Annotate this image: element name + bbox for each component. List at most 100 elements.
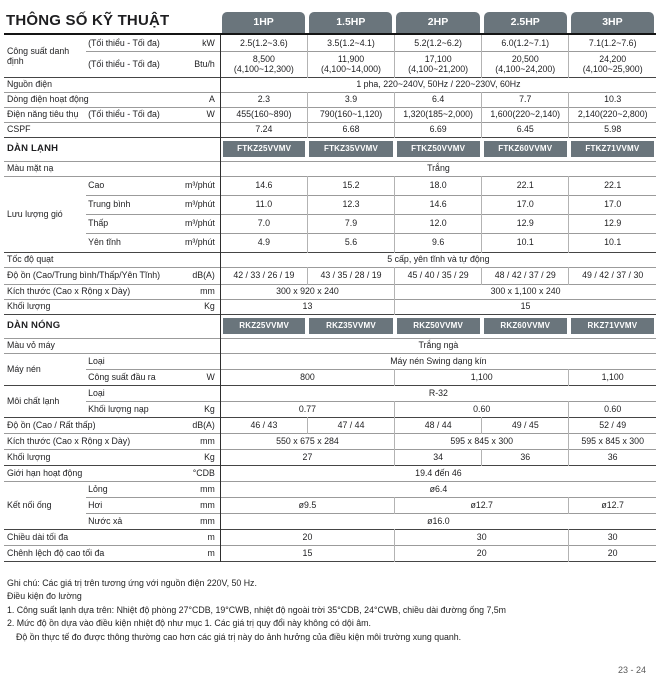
spec-value: Trắng <box>219 161 656 176</box>
model-cell: FTKZ60VVMV <box>482 137 569 161</box>
row-label: dB(A) <box>192 270 215 281</box>
row-label: CSPF <box>7 124 31 135</box>
spec-row: Kích thước (Cao x Rộng x Dày) mm 550 x 675… <box>4 433 656 449</box>
row-label: Màu mặt nạ <box>7 163 54 174</box>
model-cell: FTKZ25VVMV <box>219 137 308 161</box>
hp-tab: 1.5HP <box>309 12 393 33</box>
row-label: m³/phút <box>185 237 215 248</box>
spec-value: 36 <box>481 449 569 465</box>
row-label: Nước xả <box>88 515 123 526</box>
spec-value: 20 <box>394 545 569 561</box>
spec-row: Khối lượng nạp Kg 0.77 0.60 0.60 <box>4 401 656 417</box>
spec-value: 7.7 <box>481 92 569 107</box>
spec-value: 10.3 <box>568 92 656 107</box>
spec-value: 800 <box>219 369 395 385</box>
spec-value: 49 / 42 / 37 / 30 <box>568 267 656 284</box>
row-label: kW <box>202 37 215 48</box>
spec-value: ø16.0 <box>219 513 656 529</box>
spec-value: 47 / 44 <box>306 417 395 433</box>
spec-value: 11,900 (4,100~14,000) <box>306 51 395 77</box>
spec-row: Yên tĩnh m³/phút 4.9 5.6 9.6 10.1 10.1 <box>4 233 656 252</box>
spec-value: 20,500 (4,100~24,200) <box>481 51 569 77</box>
spec-value: 52 / 49 <box>568 417 656 433</box>
row-label: Độ ồn (Cao / Rất thấp) <box>7 419 96 430</box>
row-label: Chiều dài tối đa <box>7 531 69 542</box>
spec-value: 1,100 <box>394 369 569 385</box>
spec-value: 0.77 <box>219 401 395 417</box>
model-tab: FTKZ50VVMV <box>396 141 480 157</box>
row-label: (Tối thiểu - Tối đa) <box>88 37 160 48</box>
spec-value: 10.1 <box>568 233 656 252</box>
model-tab: FTKZ25VVMV <box>222 141 306 157</box>
spec-value: 1,320(185~2,000) <box>394 107 482 122</box>
spec-value: 5 cấp, yên tĩnh và tự động <box>219 252 656 267</box>
spec-row: Khối lượng Kg 27 34 36 36 <box>4 449 656 465</box>
spec-value: 10.1 <box>481 233 569 252</box>
spec-value: 27 <box>219 449 395 465</box>
spec-value: 5.98 <box>568 122 656 137</box>
spec-row: Công suất danh định (Tối thiểu - Tối đa) k… <box>4 35 656 66</box>
spec-value: 3.9 <box>306 92 395 107</box>
note-line: Điều kiện đo lường <box>7 591 82 602</box>
row-label: Nguồn điện <box>7 79 52 90</box>
row-label: Loại <box>88 355 105 366</box>
spec-value: 12.0 <box>394 214 482 233</box>
spec-row: Tốc độ quạt 5 cấp, yên tĩnh và tự động <box>4 252 656 267</box>
model-row: DÀN LẠNH FTKZ25VVMV FTKZ35VVMV FTKZ50VVMV FT… <box>4 137 656 161</box>
row-label: Btu/h <box>194 58 215 69</box>
spec-value: R-32 <box>219 385 656 401</box>
spec-row: Hơi mm ø9.5 ø12.7 ø12.7 <box>4 497 656 513</box>
spec-row: Giới hạn hoạt động °CDB 19.4 đến 46 <box>4 465 656 481</box>
hp-tab: 2HP <box>396 12 480 33</box>
row-label: Chênh lệch độ cao tối đa <box>7 547 105 558</box>
row-label: m³/phút <box>185 218 215 229</box>
spec-value: 7.24 <box>219 122 308 137</box>
model-cell: RKZ71VVMV <box>569 314 656 338</box>
spec-value: Máy nén Swing dạng kín <box>219 353 656 369</box>
spec-value: ø12.7 <box>568 497 656 513</box>
spec-value: 19.4 đến 46 <box>219 465 656 481</box>
row-label: mm <box>200 515 215 526</box>
row-label: W <box>206 371 215 382</box>
spec-value: 790(160~1,120) <box>306 107 395 122</box>
spec-value: 595 x 845 x 300 <box>394 433 569 449</box>
spec-value: 6.68 <box>306 122 395 137</box>
section-label: DÀN NÓNG <box>7 319 61 331</box>
row-label: Khối lượng <box>7 451 51 462</box>
spec-row: Màu mặt nạ Trắng <box>4 161 656 176</box>
note-line: Ghi chú: Các giá trị trên tương ứng với … <box>7 577 257 588</box>
spec-row: Lưu lượng gió Cao m³/phút 14.6 15.2 18.0 22.1 2… <box>4 176 656 219</box>
row-label: Thấp <box>88 218 109 229</box>
footnotes: Ghi chú: Các giá trị trên tương ứng với … <box>4 577 656 645</box>
spec-value: 17,100 (4,100~21,200) <box>394 51 482 77</box>
row-label: Công suất đầu ra <box>88 371 156 382</box>
model-tab: RKZ71VVMV <box>570 318 654 334</box>
row-label: (Tối thiểu - Tối đa) <box>88 109 160 120</box>
spec-value: 550 x 675 x 284 <box>219 433 395 449</box>
spec-value: 15 <box>219 545 395 561</box>
row-label: m³/phút <box>185 180 215 191</box>
spec-row: Máy nén Loại Máy nén Swing dạng kín <box>4 353 656 374</box>
model-cell: FTKZ50VVMV <box>395 137 482 161</box>
spec-value: 15 <box>394 299 656 314</box>
spec-row: Khối lượng Kg 13 15 <box>4 299 656 314</box>
row-label: mm <box>200 499 215 510</box>
row-label: Lỏng <box>88 483 108 494</box>
spec-value: 5.2(1.2~6.2) <box>394 35 482 51</box>
spec-value: ø9.5 <box>219 497 395 513</box>
spec-value: 7.0 <box>219 214 308 233</box>
hp-column-tabs: 1HP 1.5HP 2HP 2.5HP 3HP <box>220 12 656 33</box>
spec-value: 3.5(1.2~4.1) <box>306 35 395 51</box>
spec-value: 595 x 845 x 300 <box>568 433 656 449</box>
note-line: 2. Mức độ ồn dựa vào điều kiện nhiệt độ … <box>7 618 371 629</box>
row-label: Hơi <box>88 499 103 510</box>
spec-value: 42 / 33 / 26 / 19 <box>219 267 308 284</box>
spec-row: Điện năng tiêu thụ (Tối thiểu - Tối đa) W 4… <box>4 107 656 122</box>
row-label: Kết nối ống <box>7 499 52 510</box>
row-label: dB(A) <box>192 419 215 430</box>
spec-value: 14.6 <box>394 195 482 214</box>
spec-value: 30 <box>568 529 656 545</box>
row-label: Yên tĩnh <box>88 237 121 248</box>
spec-value: 0.60 <box>568 401 656 417</box>
spec-value: 1,600(220~2,140) <box>481 107 569 122</box>
